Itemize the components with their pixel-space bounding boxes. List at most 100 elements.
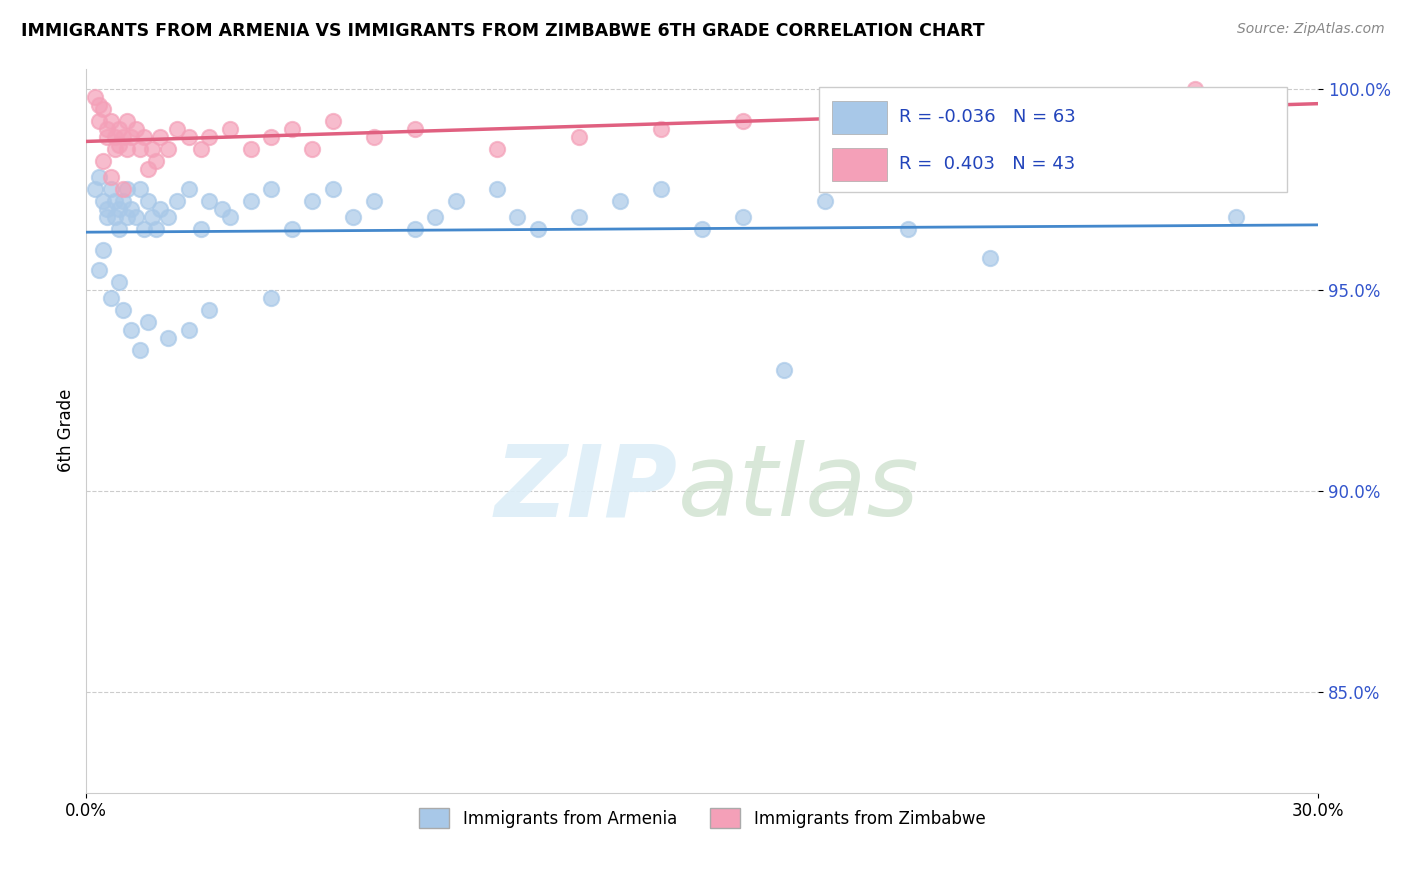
Point bbox=[177, 182, 200, 196]
Text: R = -0.036   N = 63: R = -0.036 N = 63 bbox=[900, 108, 1076, 126]
Point bbox=[979, 251, 1001, 265]
Point bbox=[136, 194, 159, 209]
Point bbox=[149, 202, 172, 217]
Point bbox=[128, 343, 150, 358]
Point bbox=[1184, 81, 1206, 95]
Point bbox=[117, 211, 139, 225]
Point bbox=[108, 202, 131, 217]
Point bbox=[342, 211, 364, 225]
Point bbox=[104, 129, 127, 144]
Point bbox=[104, 194, 127, 209]
FancyBboxPatch shape bbox=[820, 87, 1288, 192]
Point bbox=[117, 113, 139, 128]
Point bbox=[121, 323, 143, 337]
Point bbox=[363, 194, 385, 209]
Point bbox=[177, 323, 200, 337]
Text: R =  0.403   N = 43: R = 0.403 N = 43 bbox=[900, 155, 1076, 173]
Point bbox=[108, 138, 131, 153]
Point bbox=[124, 211, 146, 225]
Point bbox=[96, 129, 118, 144]
Point bbox=[91, 243, 114, 257]
Legend: Immigrants from Armenia, Immigrants from Zimbabwe: Immigrants from Armenia, Immigrants from… bbox=[412, 801, 993, 835]
Point bbox=[322, 113, 344, 128]
Point bbox=[112, 129, 135, 144]
Point bbox=[363, 129, 385, 144]
Point bbox=[733, 211, 755, 225]
Point bbox=[198, 129, 221, 144]
Point bbox=[404, 222, 426, 236]
Point bbox=[145, 154, 167, 169]
Point bbox=[132, 129, 155, 144]
Point bbox=[211, 202, 233, 217]
Y-axis label: 6th Grade: 6th Grade bbox=[58, 389, 75, 472]
Point bbox=[280, 121, 302, 136]
Point bbox=[117, 142, 139, 156]
Point bbox=[404, 121, 426, 136]
Point bbox=[650, 182, 672, 196]
Point bbox=[485, 142, 508, 156]
Point bbox=[100, 113, 122, 128]
Point bbox=[108, 222, 131, 236]
Point bbox=[157, 331, 180, 345]
Point bbox=[260, 291, 283, 305]
Point bbox=[87, 170, 110, 185]
Point bbox=[506, 211, 529, 225]
Point bbox=[568, 129, 591, 144]
Point bbox=[814, 194, 837, 209]
Point bbox=[280, 222, 302, 236]
Point bbox=[108, 121, 131, 136]
Point bbox=[83, 89, 105, 103]
Point bbox=[87, 97, 110, 112]
Point bbox=[485, 182, 508, 196]
Point bbox=[124, 121, 146, 136]
Point bbox=[219, 121, 242, 136]
Point bbox=[87, 113, 110, 128]
Point bbox=[1225, 211, 1247, 225]
FancyBboxPatch shape bbox=[831, 148, 887, 181]
Point bbox=[198, 302, 221, 317]
Point bbox=[121, 129, 143, 144]
Text: ZIP: ZIP bbox=[495, 440, 678, 537]
Point bbox=[733, 113, 755, 128]
Point bbox=[96, 211, 118, 225]
Point bbox=[96, 121, 118, 136]
Point bbox=[100, 170, 122, 185]
Point bbox=[117, 182, 139, 196]
Point bbox=[121, 202, 143, 217]
Point bbox=[87, 262, 110, 277]
Point bbox=[132, 222, 155, 236]
Point bbox=[219, 211, 242, 225]
Point bbox=[425, 211, 447, 225]
Point bbox=[260, 129, 283, 144]
Point bbox=[96, 202, 118, 217]
Point bbox=[157, 211, 180, 225]
Point bbox=[100, 182, 122, 196]
Point bbox=[190, 222, 212, 236]
Point bbox=[239, 194, 262, 209]
Point bbox=[108, 275, 131, 289]
Point bbox=[166, 121, 188, 136]
Point bbox=[91, 154, 114, 169]
Point bbox=[91, 102, 114, 116]
Point bbox=[690, 222, 713, 236]
Point bbox=[444, 194, 467, 209]
Point bbox=[897, 222, 920, 236]
Point bbox=[112, 194, 135, 209]
Point bbox=[609, 194, 631, 209]
Point bbox=[773, 363, 796, 377]
Point bbox=[166, 194, 188, 209]
Point bbox=[145, 222, 167, 236]
Text: atlas: atlas bbox=[678, 440, 920, 537]
Point bbox=[100, 291, 122, 305]
Point bbox=[104, 211, 127, 225]
Point bbox=[260, 182, 283, 196]
Point bbox=[128, 182, 150, 196]
Point bbox=[568, 211, 591, 225]
Point bbox=[322, 182, 344, 196]
Point bbox=[157, 142, 180, 156]
Point bbox=[301, 142, 323, 156]
Point bbox=[128, 142, 150, 156]
Point bbox=[239, 142, 262, 156]
Text: Source: ZipAtlas.com: Source: ZipAtlas.com bbox=[1237, 22, 1385, 37]
Point bbox=[149, 129, 172, 144]
